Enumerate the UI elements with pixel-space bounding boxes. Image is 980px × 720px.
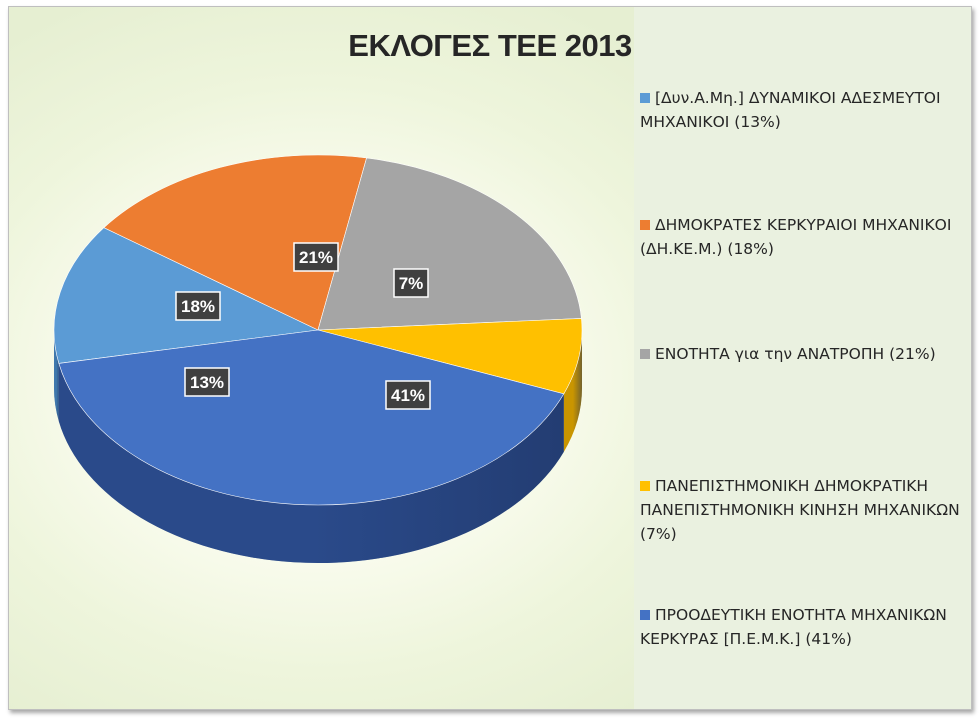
pie-data-labels: 13% 18% 21% 7% 41% xyxy=(175,242,431,410)
legend-swatch-paspk xyxy=(640,481,650,491)
data-label-text-paspk: 7% xyxy=(399,274,424,293)
data-label-box-paspk xyxy=(393,268,429,298)
legend-item-dynami: [Δυν.Α.Μη.] ΔΥΝΑΜΙΚΟΙ ΑΔΕΣΜΕΥΤΟΙ ΜΗΧΑΝΙΚ… xyxy=(640,86,970,134)
legend-item-dikem: ΔΗΜΟΚΡΑΤΕΣ ΚΕΡΚΥΡΑΙΟΙ ΜΗΧΑΝΙΚΟΙ (ΔΗ.ΚΕ.Μ… xyxy=(640,213,970,261)
pie-slice-paspk xyxy=(317,318,583,395)
pie-side-shade-dynami xyxy=(54,330,59,422)
legend-label-paspk: ΠΑΝΕΠΙΣΤΗΜΟΝΙΚΗ ΔΗΜΟΚΡΑΤΙΚΗ ΠΑΝΕΠΙΣΤΗΜΟΝ… xyxy=(640,477,960,543)
data-label-enotita: 21% xyxy=(293,242,339,272)
pie-side-shade-pemk xyxy=(58,363,564,563)
data-label-dynami: 13% xyxy=(184,367,230,397)
legend-item-paspk: ΠΑΝΕΠΙΣΤΗΜΟΝΙΚΗ ΔΗΜΟΚΡΑΤΙΚΗ ΠΑΝΕΠΙΣΤΗΜΟΝ… xyxy=(640,474,970,546)
data-label-text-enotita: 21% xyxy=(299,248,333,267)
legend-swatch-dikem xyxy=(640,220,650,230)
data-label-box-dynami xyxy=(184,367,230,397)
legend-label-dynami: [Δυν.Α.Μη.] ΔΥΝΑΜΙΚΟΙ ΑΔΕΣΜΕΥΤΟΙ ΜΗΧΑΝΙΚ… xyxy=(640,89,941,131)
legend-label-enotita: ΕΝΟΤΗΤΑ για την ΑΝΑΤΡΟΠΗ (21%) xyxy=(655,345,936,363)
legend-swatch-pemk xyxy=(640,610,650,620)
data-label-box-pemk xyxy=(385,380,431,410)
data-label-text-dynami: 13% xyxy=(190,373,224,392)
data-label-dikem: 18% xyxy=(175,291,221,321)
data-label-paspk: 7% xyxy=(393,268,429,298)
pie-slice-dikem xyxy=(103,154,367,331)
chart-title: ΕΚΛΟΓΕΣ ΤΕΕ 2013 xyxy=(348,28,632,63)
legend-swatch-enotita xyxy=(640,349,650,359)
pie-top-faces xyxy=(53,154,583,506)
legend-label-dikem: ΔΗΜΟΚΡΑΤΕΣ ΚΕΡΚΥΡΑΙΟΙ ΜΗΧΑΝΙΚΟΙ (ΔΗ.ΚΕ.Μ… xyxy=(640,216,952,258)
data-label-text-pemk: 41% xyxy=(391,386,425,405)
data-label-pemk: 41% xyxy=(385,380,431,410)
legend-item-enotita: ΕΝΟΤΗΤΑ για την ΑΝΑΤΡΟΠΗ (21%) xyxy=(640,342,970,366)
data-label-box-dikem xyxy=(175,291,221,321)
data-label-box-enotita xyxy=(293,242,339,272)
pie-side-walls xyxy=(54,330,582,563)
data-label-text-dikem: 18% xyxy=(181,297,215,316)
pie-slice-enotita xyxy=(317,157,582,331)
legend-panel xyxy=(634,7,971,709)
legend-label-pemk: ΠΡΟΟΔΕΥΤΙΚΗ ΕΝΟΤΗΤΑ ΜΗΧΑΝΙΚΩΝ ΚΕΡΚΥΡΑΣ [… xyxy=(640,606,947,648)
legend-swatch-dynami xyxy=(640,93,650,103)
pie-side-shade-paspk xyxy=(563,330,582,452)
legend-item-pemk: ΠΡΟΟΔΕΥΤΙΚΗ ΕΝΟΤΗΤΑ ΜΗΧΑΝΙΚΩΝ ΚΕΡΚΥΡΑΣ [… xyxy=(640,603,970,651)
